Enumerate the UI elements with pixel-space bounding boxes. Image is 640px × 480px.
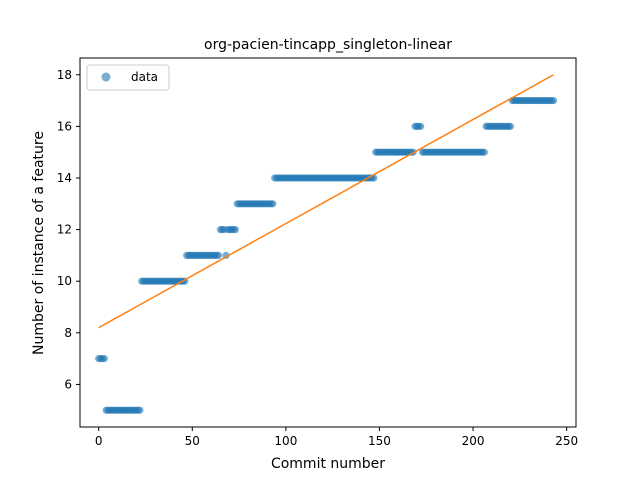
y-tick-label: 10: [57, 274, 72, 288]
y-tick-label: 18: [57, 68, 72, 82]
data-point: [214, 251, 223, 259]
data-point: [269, 200, 277, 208]
data-point: [136, 406, 144, 414]
fit-line: [98, 74, 554, 329]
legend-marker-data: [101, 72, 111, 82]
y-tick-label: 14: [57, 171, 72, 185]
fit-line-layer: [98, 74, 554, 329]
data-point: [549, 96, 558, 105]
chart-title: org-pacien-tincapp_singleton-linear: [204, 37, 452, 53]
data-point: [100, 355, 108, 363]
y-tick-label: 12: [57, 223, 72, 237]
y-tick-label: 8: [64, 326, 72, 340]
x-tick-label: 0: [95, 434, 103, 448]
y-tick-label: 16: [57, 119, 72, 133]
data-point: [506, 122, 515, 130]
data-point: [417, 122, 425, 130]
x-tick-label: 100: [274, 434, 297, 448]
x-tick-label: 250: [555, 434, 578, 448]
y-axis-label: Number of instance of a feature: [31, 131, 47, 355]
legend: data: [86, 64, 170, 91]
x-tick-label: 50: [185, 434, 200, 448]
axes-frame: [79, 57, 577, 428]
legend-box: [86, 64, 170, 91]
data-points: [95, 96, 558, 414]
x-tick-label: 150: [368, 434, 391, 448]
x-axis-label: Commit number: [271, 456, 385, 472]
plot-area: [95, 74, 558, 414]
data-point: [231, 226, 239, 234]
x-axis-ticks: 0 50 100 150 200 250: [95, 427, 578, 448]
data-point: [480, 148, 488, 156]
y-tick-label: 6: [64, 377, 72, 391]
x-tick-label: 200: [462, 434, 485, 448]
y-axis-ticks: 6 8 10 12 14 16 18: [57, 68, 80, 391]
legend-label-data: data: [131, 70, 158, 84]
